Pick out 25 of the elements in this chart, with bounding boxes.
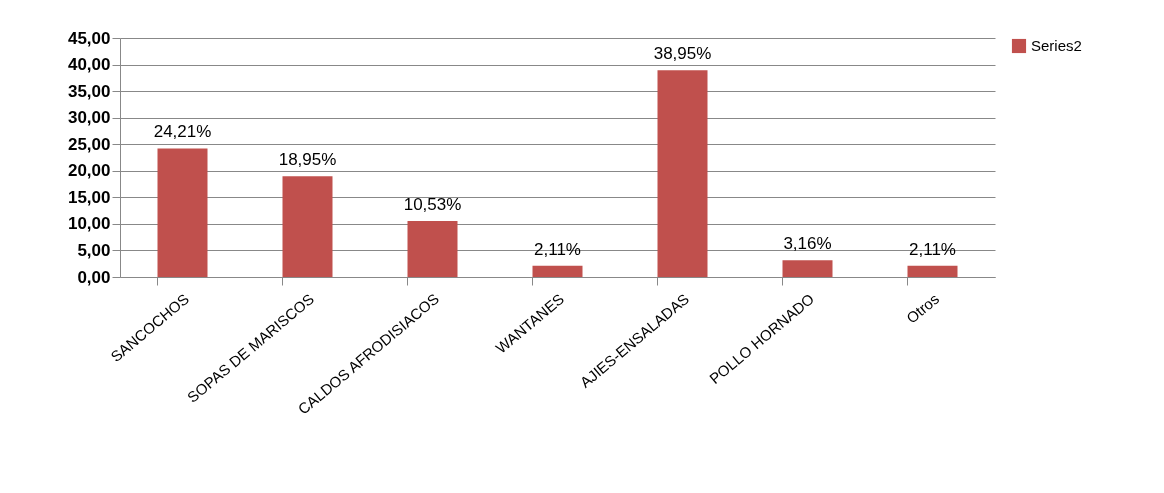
data-label: 3,16% (783, 234, 832, 254)
data-label: 24,21% (153, 122, 212, 142)
bar (407, 221, 458, 277)
bar (657, 70, 708, 277)
y-tick-label: 15,00 (67, 187, 111, 207)
y-tick-label: 5,00 (77, 240, 111, 260)
bar (282, 176, 333, 277)
bar (157, 148, 208, 277)
y-tick-label: 25,00 (67, 134, 111, 154)
y-tick-label: 35,00 (67, 81, 111, 101)
data-label: 2,11% (909, 239, 956, 259)
data-label: 10,53% (403, 195, 462, 215)
data-label: 18,95% (278, 150, 337, 170)
y-tick-label: 30,00 (67, 108, 111, 128)
y-tick-label: 10,00 (67, 214, 111, 234)
y-tick-label: 45,00 (67, 28, 111, 48)
bar (907, 265, 958, 277)
y-tick-label: 20,00 (67, 161, 111, 181)
y-tick-label: 40,00 (67, 55, 111, 75)
legend-label: Series2 (1031, 37, 1082, 54)
y-tick-label: 0,00 (77, 267, 111, 287)
data-label: 2,11% (534, 239, 581, 259)
data-label: 38,95% (653, 44, 712, 64)
bar (782, 260, 833, 277)
bar (532, 265, 583, 277)
